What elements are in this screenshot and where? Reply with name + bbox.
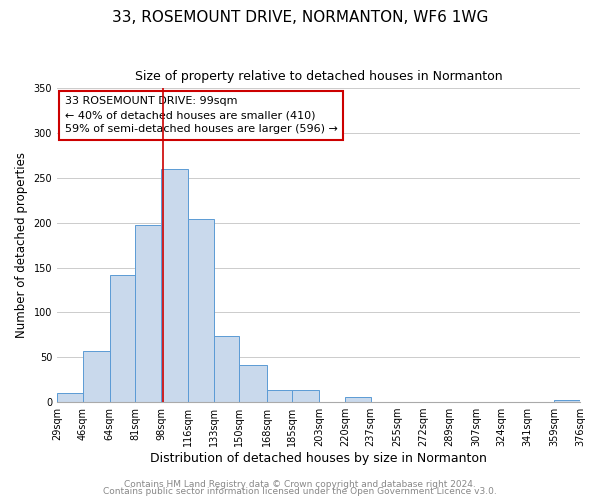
Text: Contains public sector information licensed under the Open Government Licence v3: Contains public sector information licen…	[103, 487, 497, 496]
Bar	[161, 169, 188, 402]
Y-axis label: Number of detached properties: Number of detached properties	[15, 152, 28, 338]
Bar	[239, 366, 266, 402]
Bar	[188, 219, 214, 402]
Bar	[345, 396, 371, 402]
Bar	[214, 336, 239, 402]
Bar	[57, 393, 83, 402]
Bar	[292, 390, 319, 402]
Title: Size of property relative to detached houses in Normanton: Size of property relative to detached ho…	[135, 70, 502, 83]
Bar	[110, 275, 136, 402]
X-axis label: Distribution of detached houses by size in Normanton: Distribution of detached houses by size …	[150, 452, 487, 465]
Bar	[83, 351, 110, 402]
Text: Contains HM Land Registry data © Crown copyright and database right 2024.: Contains HM Land Registry data © Crown c…	[124, 480, 476, 489]
Text: 33 ROSEMOUNT DRIVE: 99sqm
← 40% of detached houses are smaller (410)
59% of semi: 33 ROSEMOUNT DRIVE: 99sqm ← 40% of detac…	[65, 96, 338, 134]
Text: 33, ROSEMOUNT DRIVE, NORMANTON, WF6 1WG: 33, ROSEMOUNT DRIVE, NORMANTON, WF6 1WG	[112, 10, 488, 25]
Bar	[136, 224, 161, 402]
Bar	[266, 390, 292, 402]
Bar	[554, 400, 580, 402]
